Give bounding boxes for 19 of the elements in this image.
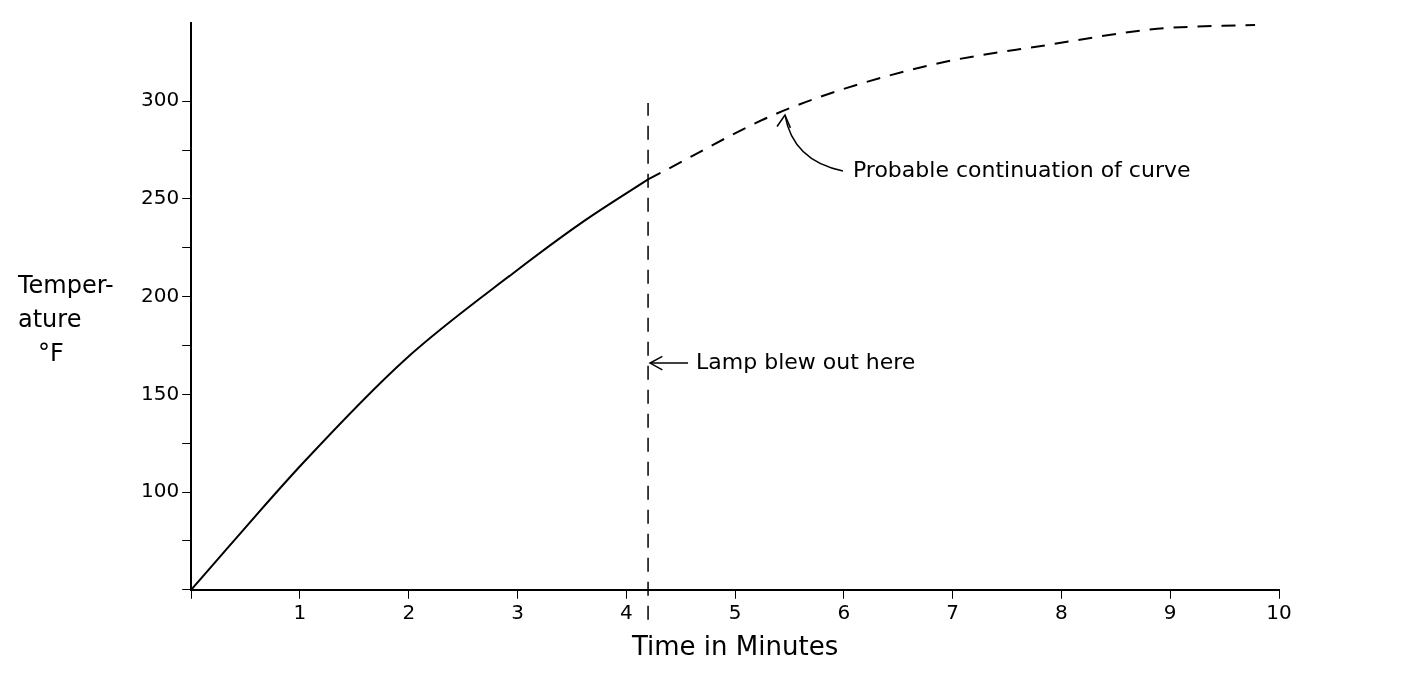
y-tick-label: 100 (140, 478, 180, 503)
x-axis-title: Time in Minutes (630, 631, 839, 662)
x-tick-label: 7 (946, 600, 960, 624)
x-tick-label: 1 (293, 600, 307, 624)
x-tick-label: 9 (1163, 600, 1177, 624)
x-tick-label: 5 (728, 600, 742, 624)
y-tick-label: 250 (140, 185, 180, 210)
y-tick-label: 300 (140, 87, 180, 112)
x-tick-label: 2 (402, 600, 416, 624)
x-tick-label: 3 (511, 600, 524, 624)
x-tick-label: 8 (1055, 600, 1068, 624)
y-tick-label: 200 (140, 282, 180, 307)
annotation: Probable continuation of curve (852, 156, 1191, 182)
y-axis-title: Temper- ature °F (17, 270, 114, 367)
ref-line-label: Lamp blew out here (696, 348, 916, 374)
y-tick-label: 150 (140, 380, 180, 405)
x-tick-label: 10 (1266, 600, 1292, 624)
x-tick-label: 4 (619, 600, 633, 624)
x-tick-label: 6 (837, 600, 851, 624)
